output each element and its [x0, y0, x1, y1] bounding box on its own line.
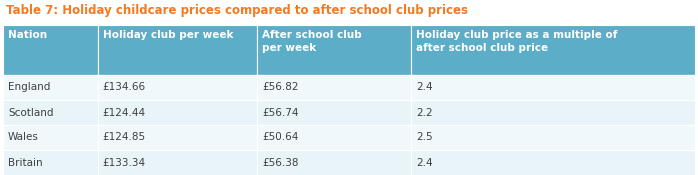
Bar	[98, 75, 257, 100]
Text: £134.66: £134.66	[103, 82, 146, 93]
Bar	[98, 25, 257, 75]
Bar	[411, 100, 695, 125]
Bar	[98, 125, 257, 150]
Text: £56.82: £56.82	[262, 82, 299, 93]
Bar	[3, 125, 98, 150]
Bar	[411, 75, 695, 100]
Bar	[411, 150, 695, 175]
Text: Holiday club per week: Holiday club per week	[103, 30, 233, 40]
Text: 2.2: 2.2	[416, 107, 433, 117]
Bar	[257, 125, 411, 150]
Text: £133.34: £133.34	[103, 158, 146, 167]
Bar	[3, 100, 98, 125]
Text: £56.38: £56.38	[262, 158, 299, 167]
Text: Britain: Britain	[8, 158, 43, 167]
Bar	[3, 25, 98, 75]
Bar	[3, 150, 98, 175]
Bar	[257, 25, 411, 75]
Text: £124.85: £124.85	[103, 132, 146, 142]
Bar	[257, 100, 411, 125]
Bar	[257, 150, 411, 175]
Bar	[3, 75, 98, 100]
Text: 2.5: 2.5	[416, 132, 433, 142]
Bar	[411, 25, 695, 75]
Text: Table 7: Holiday childcare prices compared to after school club prices: Table 7: Holiday childcare prices compar…	[6, 4, 468, 17]
Text: 2.4: 2.4	[416, 158, 433, 167]
Text: £124.44: £124.44	[103, 107, 146, 117]
Text: Nation: Nation	[8, 30, 47, 40]
Bar	[411, 125, 695, 150]
Bar	[257, 75, 411, 100]
Bar	[98, 100, 257, 125]
Text: Wales: Wales	[8, 132, 39, 142]
Text: After school club
per week: After school club per week	[262, 30, 362, 53]
Text: England: England	[8, 82, 50, 93]
Text: 2.4: 2.4	[416, 82, 433, 93]
Text: £56.74: £56.74	[262, 107, 299, 117]
Text: Scotland: Scotland	[8, 107, 54, 117]
Bar	[98, 150, 257, 175]
Text: Holiday club price as a multiple of
after school club price: Holiday club price as a multiple of afte…	[416, 30, 618, 53]
Text: £50.64: £50.64	[262, 132, 298, 142]
